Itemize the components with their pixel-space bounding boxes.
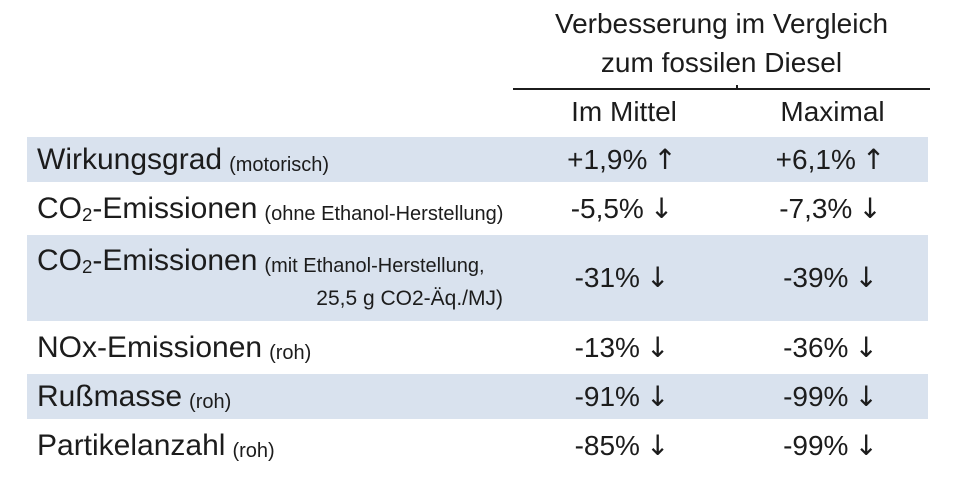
value-mean: -5,5% ↓ [511, 191, 733, 225]
arrow-down-icon: ↓ [645, 261, 670, 294]
row-label-main-line: Rußmasse (roh) [37, 379, 505, 413]
arrow-down-icon: ↓ [645, 379, 670, 413]
row-metric-name: Rußmasse [37, 379, 183, 413]
table-row: NOx-Emissionen (roh) -13% ↓ -36% ↓ [27, 325, 928, 370]
value-max: -36% ↓ [733, 330, 928, 364]
arrow-down-icon: ↓ [645, 428, 670, 462]
value-max: +6,1% ↑ [733, 142, 928, 176]
table-row: Rußmasse (roh) -91% ↓ -99% ↓ [27, 374, 928, 419]
row-metric-note: (roh) [232, 439, 275, 462]
value-max: -7,3% ↓ [733, 191, 928, 225]
table-row: CO2-Emissionen (mit Ethanol-Herstellung, 2… [27, 235, 928, 321]
row-label-main-line: CO2-Emissionen (mit Ethanol-Herstellung, [37, 244, 505, 278]
column-headers: Im Mittel Maximal [513, 94, 930, 130]
arrow-down-icon: ↓ [645, 330, 670, 364]
row-label-main-line: Partikelanzahl (roh) [37, 428, 505, 462]
table-row: Partikelanzahl (roh) -85% ↓ -99% ↓ [27, 423, 928, 468]
value-mean: -13% ↓ [511, 330, 733, 364]
arrow-down-icon: ↓ [854, 428, 878, 462]
value-text: -13% [574, 331, 640, 363]
value-text: -5,5% [570, 192, 644, 224]
value-text: -99% [783, 429, 849, 461]
arrow-down-icon: ↓ [854, 330, 878, 364]
row-metric-name: NOx-Emissionen [37, 330, 263, 364]
row-label: Partikelanzahl (roh) [27, 428, 511, 462]
row-label-main-line: NOx-Emissionen (roh) [37, 330, 505, 364]
row-label: CO2-Emissionen (mit Ethanol-Herstellung, 2… [27, 245, 511, 311]
table-body: Wirkungsgrad (motorisch) +1,9% ↑ +6,1% ↑ CO2-E… [27, 137, 928, 472]
row-metric-note: (mit Ethanol-Herstellung, [264, 255, 485, 277]
value-text: -91% [574, 380, 640, 412]
value-mean: -85% ↓ [511, 428, 733, 462]
table-row: CO2-Emissionen (ohne Ethanol-Herstellung)… [27, 186, 928, 231]
value-text: -7,3% [779, 192, 853, 224]
arrow-down-icon: ↓ [854, 261, 878, 294]
value-max: -39% ↓ [733, 262, 928, 294]
value-mean: -31% ↓ [511, 262, 733, 294]
row-metric-name: Partikelanzahl [37, 428, 226, 462]
value-text: -36% [783, 331, 849, 363]
table-title: Verbesserung im Vergleich zum fossilen D… [513, 4, 930, 82]
header-divider-line [513, 85, 930, 90]
row-label: NOx-Emissionen (roh) [27, 330, 511, 364]
table-title-line2: zum fossilen Diesel [600, 47, 843, 78]
row-metric-note: (ohne Ethanol-Herstellung) [264, 202, 504, 225]
row-metric-note: (motorisch) [229, 153, 330, 176]
value-text: +6,1% [775, 143, 856, 175]
value-text: +1,9% [567, 143, 648, 175]
row-label-main-line: CO2-Emissionen (ohne Ethanol-Herstellung) [37, 191, 505, 225]
row-metric-name: CO2-Emissionen [37, 244, 258, 278]
row-metric-name: CO2-Emissionen [37, 191, 258, 225]
column-header-maximal: Maximal [780, 96, 885, 127]
arrow-down-icon: ↓ [649, 191, 674, 225]
row-metric-note: (roh) [269, 341, 312, 364]
table-title-line1: Verbesserung im Vergleich [554, 8, 889, 39]
table-row: Wirkungsgrad (motorisch) +1,9% ↑ +6,1% ↑ [27, 137, 928, 182]
column-divider-tick [736, 85, 739, 89]
arrow-up-icon: ↑ [653, 142, 677, 176]
row-metric-name: Wirkungsgrad [37, 142, 223, 176]
row-label: CO2-Emissionen (ohne Ethanol-Herstellung) [27, 191, 511, 225]
row-metric-note-line2: 25,5 g CO2-Äq./MJ) [316, 287, 503, 310]
value-text: -39% [783, 262, 849, 293]
table-header: Verbesserung im Vergleich zum fossilen D… [513, 4, 930, 130]
row-label: Wirkungsgrad (motorisch) [27, 142, 511, 176]
value-mean: -91% ↓ [511, 379, 733, 413]
arrow-down-icon: ↓ [858, 191, 882, 225]
value-mean: +1,9% ↑ [511, 142, 733, 176]
value-max: -99% ↓ [733, 379, 928, 413]
value-max: -99% ↓ [733, 428, 928, 462]
value-text: -31% [574, 262, 640, 293]
row-metric-note: (roh) [189, 390, 232, 413]
row-label: Rußmasse (roh) [27, 379, 511, 413]
arrow-up-icon: ↑ [861, 142, 886, 176]
column-header-im-mittel: Im Mittel [571, 96, 677, 127]
value-text: -99% [783, 380, 849, 412]
arrow-down-icon: ↓ [854, 379, 878, 413]
row-label-main-line: Wirkungsgrad (motorisch) [37, 142, 505, 176]
value-text: -85% [574, 429, 640, 461]
